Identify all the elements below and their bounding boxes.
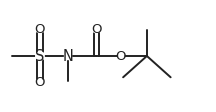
Circle shape [93, 27, 99, 33]
Text: O: O [116, 50, 126, 62]
Text: O: O [91, 23, 101, 36]
Text: O: O [35, 23, 45, 36]
Text: S: S [35, 48, 45, 64]
Text: O: O [35, 76, 45, 89]
Circle shape [65, 53, 71, 60]
Circle shape [118, 53, 124, 59]
Circle shape [37, 79, 43, 85]
Circle shape [36, 52, 44, 60]
Text: N: N [63, 48, 73, 64]
Circle shape [37, 27, 43, 33]
